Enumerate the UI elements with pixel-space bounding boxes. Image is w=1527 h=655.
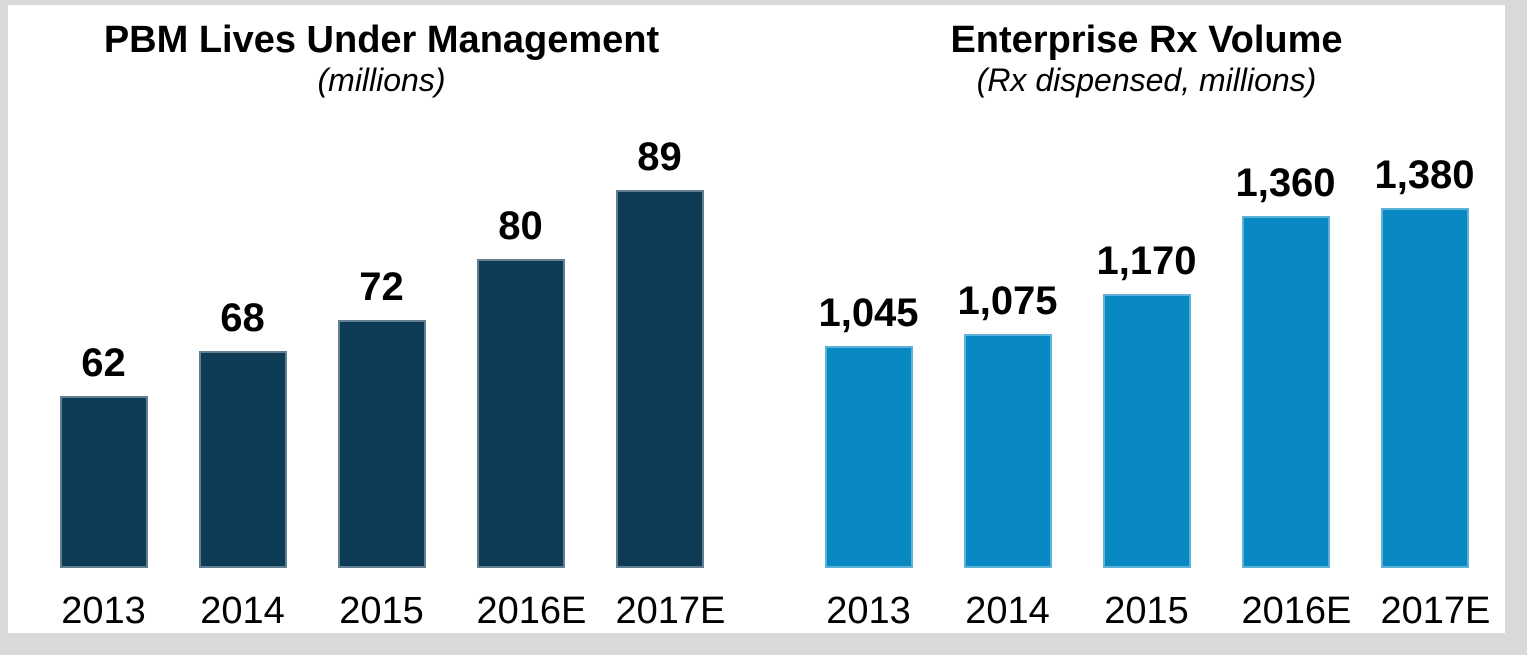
bar-value-label: 1,075 <box>957 279 1058 323</box>
x-axis-label: 2014 <box>200 590 285 632</box>
x-axis-label: 2013 <box>826 590 911 632</box>
bar-value-label: 1,380 <box>1374 153 1475 197</box>
x-axis: 2013 2014 2015 2016E 2017E <box>824 590 1491 632</box>
bar-column: 1,360 <box>1235 163 1336 568</box>
bar-value-label: 1,360 <box>1235 161 1336 205</box>
bar-column: 1,380 <box>1374 155 1475 568</box>
chart-subtitle: (millions) <box>317 62 446 98</box>
x-axis-label: 2015 <box>339 590 424 632</box>
bar-column: 1,075 <box>957 281 1058 568</box>
bar-value-label: 68 <box>220 296 265 340</box>
bar-column: 80 <box>476 204 565 568</box>
bar <box>198 351 287 568</box>
x-axis-label: 2014 <box>965 590 1050 632</box>
x-axis: 2013 2014 2015 2016E 2017E <box>59 590 726 632</box>
bar-column: 62 <box>59 341 148 568</box>
bar <box>615 190 704 568</box>
bar <box>1102 294 1191 568</box>
bar <box>59 396 148 568</box>
charts-panel: PBM Lives Under Management (millions) 62… <box>8 5 1505 633</box>
bar <box>824 346 913 568</box>
chart-subtitle: (Rx dispensed, millions) <box>976 62 1317 98</box>
bar-value-label: 1,170 <box>1096 239 1197 283</box>
chart-title: PBM Lives Under Management <box>103 19 660 61</box>
bar-column: 1,170 <box>1096 241 1197 568</box>
bar-value-label: 72 <box>359 265 404 309</box>
bar <box>1241 216 1330 568</box>
x-axis-label: 2017E <box>1380 590 1491 632</box>
chart-title: Enterprise Rx Volume <box>950 19 1343 61</box>
bar <box>337 320 426 568</box>
bar <box>1380 208 1469 568</box>
bar-value-label: 1,045 <box>818 291 919 335</box>
bar-column: 68 <box>198 296 287 568</box>
bar-column: 89 <box>615 135 704 568</box>
bar-column: 1,045 <box>818 293 919 568</box>
plot-area: 1,045 1,075 1,170 1,360 1,380 <box>818 98 1475 568</box>
bar <box>476 259 565 568</box>
x-axis-label: 2017E <box>615 590 726 632</box>
bar-column: 72 <box>337 265 426 568</box>
chart-enterprise-rx: Enterprise Rx Volume (Rx dispensed, mill… <box>818 5 1491 632</box>
x-axis-label: 2016E <box>1241 590 1352 632</box>
x-axis-label: 2015 <box>1104 590 1189 632</box>
x-axis-label: 2013 <box>61 590 146 632</box>
bar-value-label: 80 <box>498 204 543 248</box>
x-axis-label: 2016E <box>476 590 587 632</box>
bar-value-label: 89 <box>637 135 682 179</box>
bar <box>963 334 1052 568</box>
plot-area: 62 68 72 80 89 <box>59 98 704 568</box>
bar-value-label: 62 <box>81 341 126 385</box>
chart-pbm-lives: PBM Lives Under Management (millions) 62… <box>59 5 726 632</box>
